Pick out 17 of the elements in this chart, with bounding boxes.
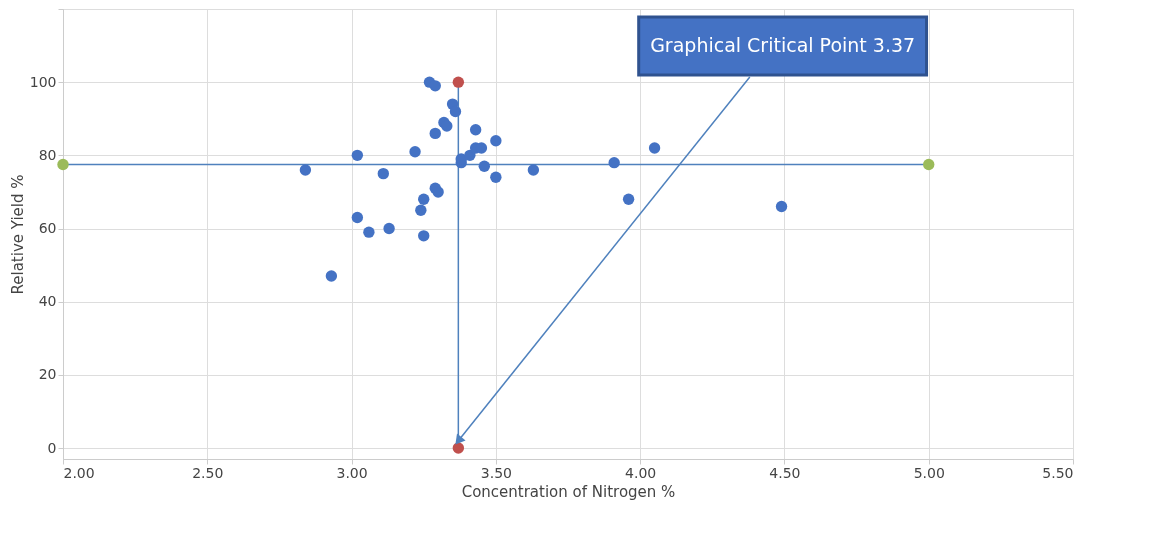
x-tick-label: 3.50 <box>480 464 512 481</box>
x-tick-label: 2.50 <box>192 464 224 481</box>
y-tick-label: 0 <box>47 439 57 456</box>
x-tick-label: 4.50 <box>769 464 801 481</box>
x-axis-title: Concentration of Nitrogen % <box>461 482 676 501</box>
x-tick-label: 4.00 <box>625 464 657 481</box>
x-tick-label: 5.00 <box>913 464 945 481</box>
y-tick-label: 20 <box>38 366 57 383</box>
y-tick-label: 80 <box>38 146 57 163</box>
annotation: Graphical Critical Point 3.37 <box>650 34 916 56</box>
x-tick-label: 3.00 <box>336 464 368 481</box>
y-tick-label: 40 <box>38 293 57 310</box>
y-tick-label: 100 <box>29 73 57 90</box>
y-axis-title: Relative Yield % <box>8 174 27 295</box>
y-tick-label: 60 <box>38 220 57 237</box>
x-tick-label: 5.50 <box>1042 464 1074 481</box>
x-tick-label: 2.00 <box>63 464 95 481</box>
